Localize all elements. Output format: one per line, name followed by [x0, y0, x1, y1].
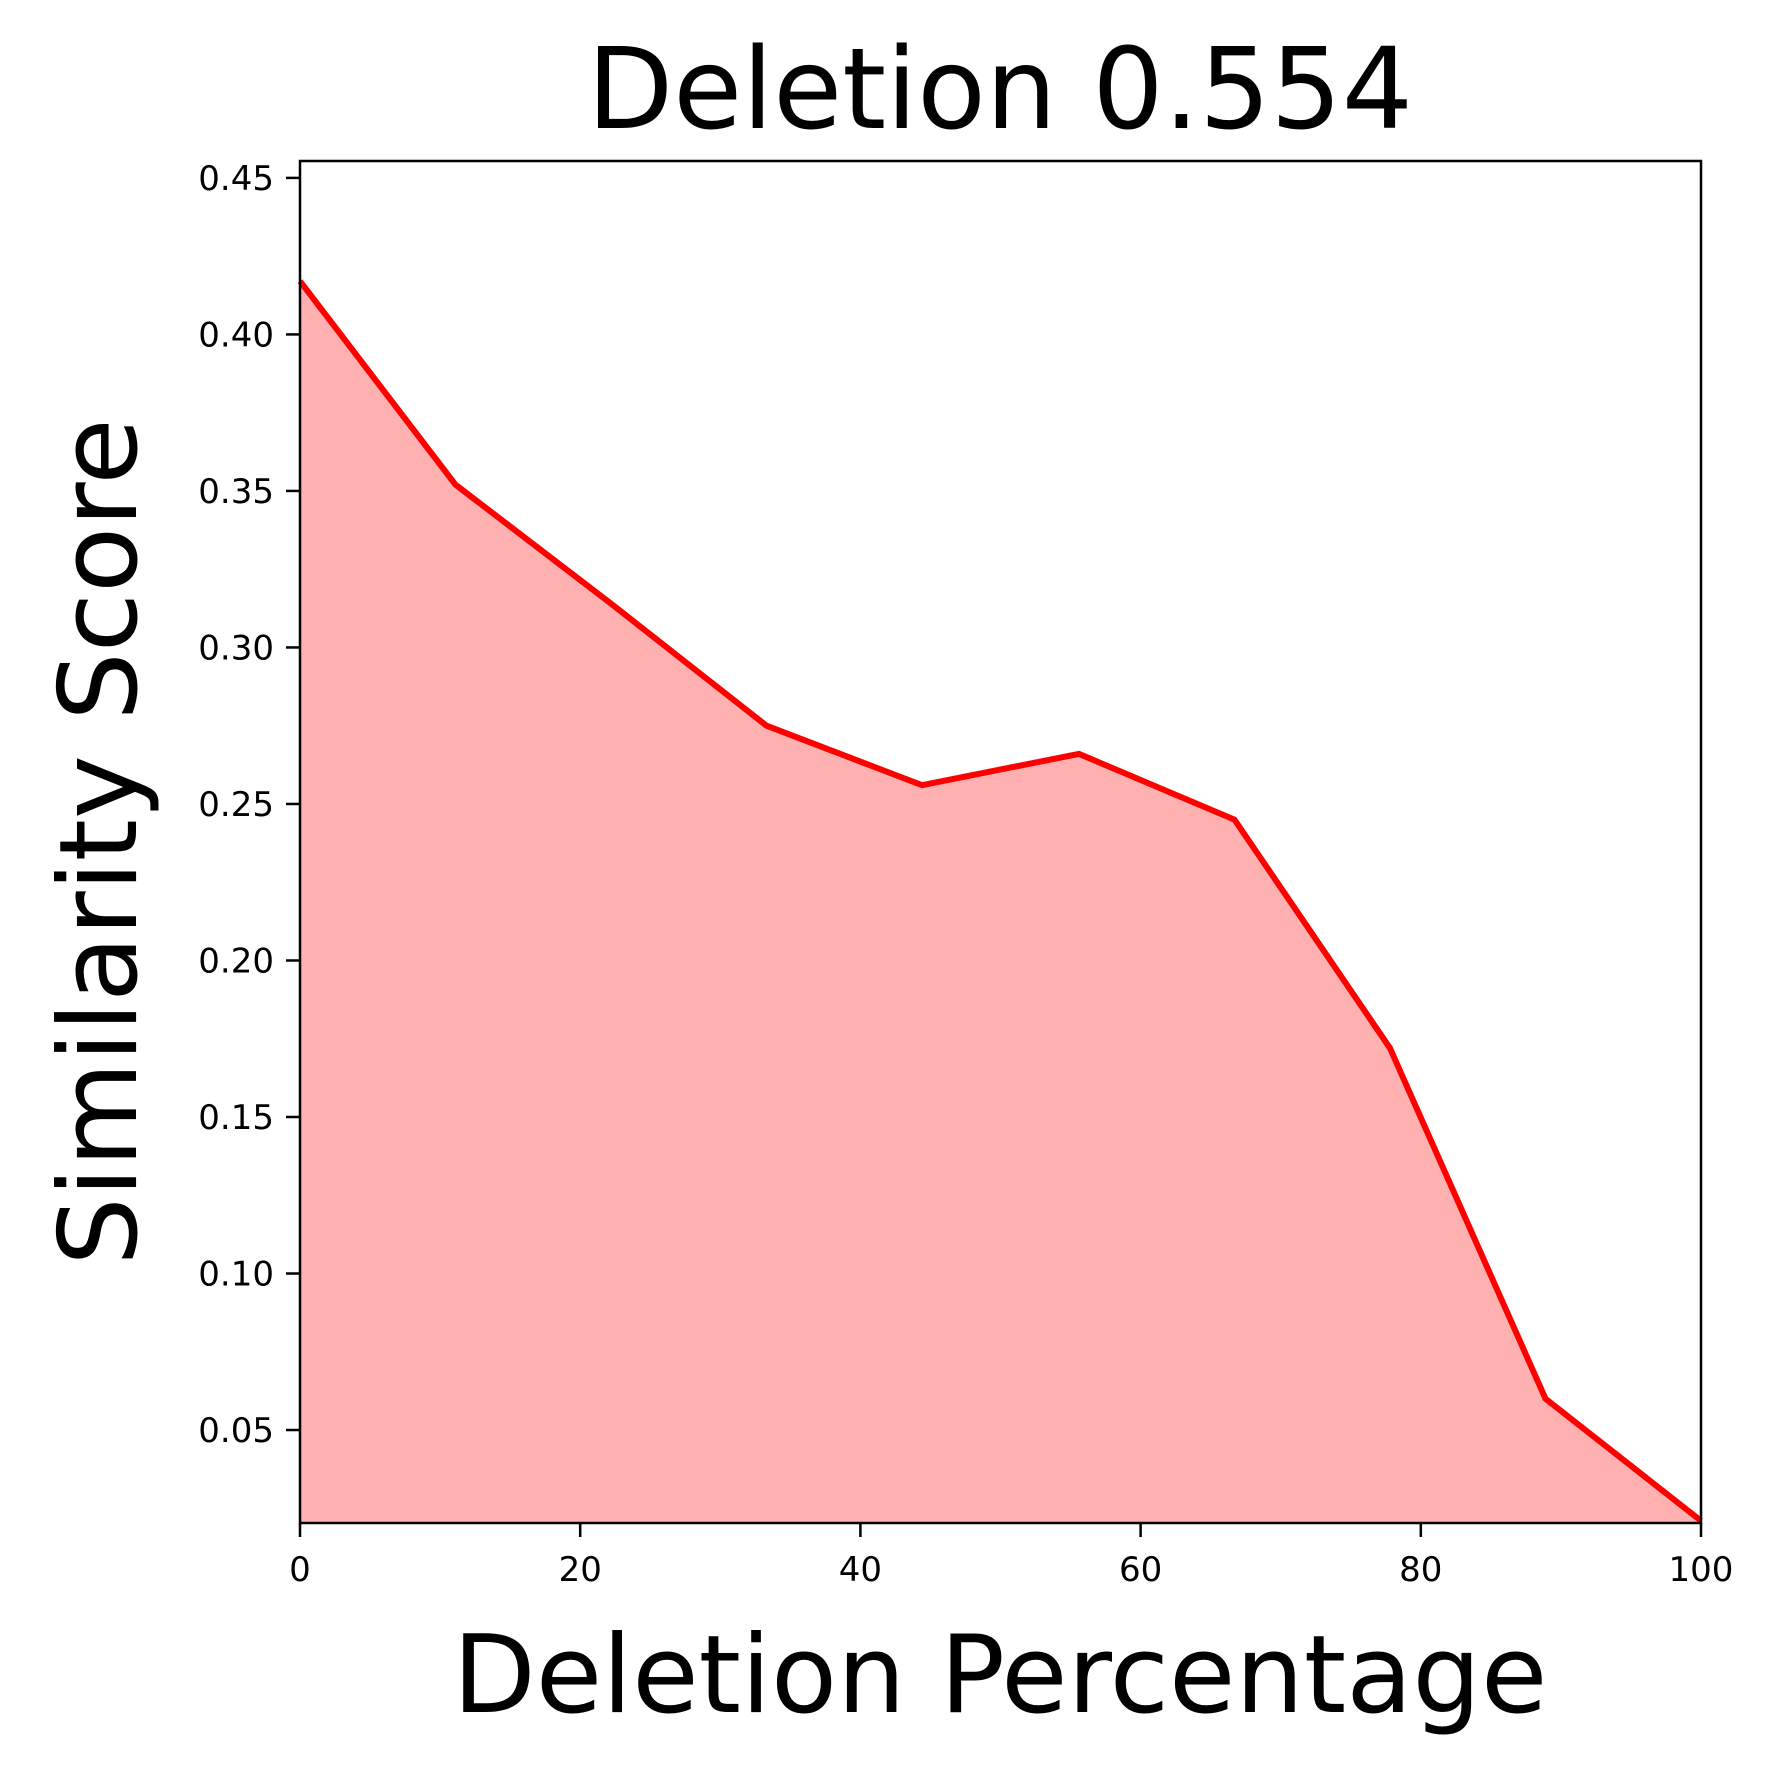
x-tick-label: 0 [289, 1550, 311, 1590]
y-tick-label: 0.20 [198, 941, 274, 981]
y-tick-label: 0.40 [198, 315, 274, 355]
x-axis-label: Deletion Percentage [453, 1613, 1548, 1738]
y-tick-label: 0.05 [198, 1411, 274, 1451]
y-axis-ticks: 0.05 0.10 0.15 0.20 0.25 0.30 0.35 0.40 0.45 [198, 159, 300, 1451]
chart-title: Deletion 0.554 [587, 25, 1413, 155]
area-fill [300, 281, 1701, 1523]
axes-frame [298, 159, 1703, 1525]
y-tick-label: 0.25 [198, 785, 274, 825]
y-tick-label: 0.10 [198, 1255, 274, 1295]
y-axis-label: Similarity Score [37, 418, 162, 1265]
plot-area [297, 159, 1703, 1525]
x-tick-label: 60 [1119, 1550, 1162, 1590]
y-tick-label: 0.45 [198, 159, 274, 199]
y-tick-label: 0.30 [198, 628, 274, 668]
y-tick-label: 0.15 [198, 1098, 274, 1138]
x-tick-label: 100 [1669, 1550, 1734, 1590]
y-tick-label: 0.35 [198, 472, 274, 512]
data-line [297, 279, 1703, 1524]
x-tick-label: 80 [1399, 1550, 1442, 1590]
x-tick-label: 20 [559, 1550, 602, 1590]
x-tick-label: 40 [839, 1550, 882, 1590]
x-axis-ticks: 0 20 40 60 80 100 [289, 1523, 1733, 1590]
